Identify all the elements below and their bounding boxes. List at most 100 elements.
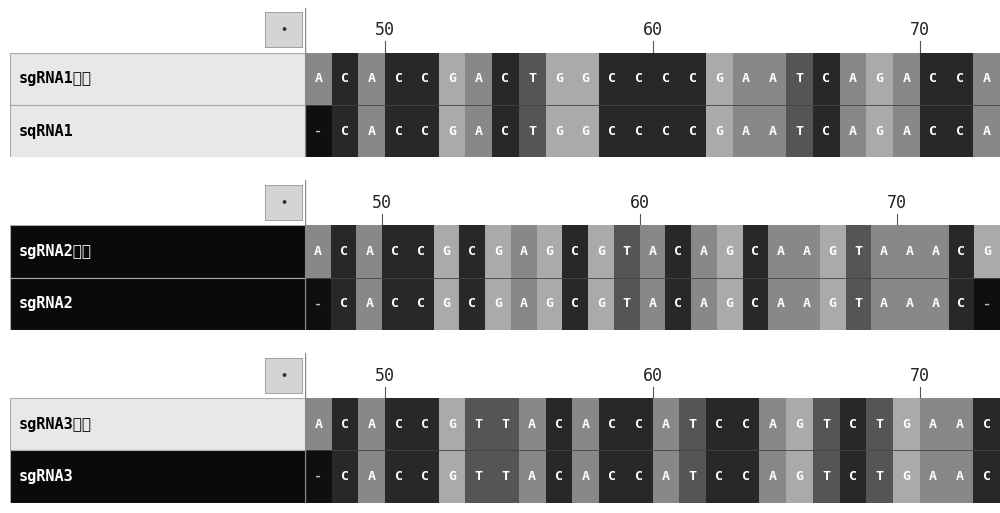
Text: C: C bbox=[635, 418, 643, 431]
Text: C: C bbox=[391, 298, 399, 310]
Bar bbox=[866, 450, 893, 503]
Bar bbox=[485, 225, 511, 278]
Bar bbox=[332, 398, 358, 450]
Text: C: C bbox=[608, 418, 616, 431]
Bar bbox=[412, 105, 439, 157]
Text: C: C bbox=[571, 298, 579, 310]
Bar bbox=[866, 398, 893, 450]
Text: C: C bbox=[751, 298, 759, 310]
Text: T: T bbox=[689, 418, 697, 431]
Text: A: A bbox=[528, 470, 536, 483]
Text: A: A bbox=[700, 298, 708, 310]
Bar bbox=[537, 278, 562, 330]
Text: G: G bbox=[902, 418, 910, 431]
Bar bbox=[511, 225, 537, 278]
Text: A: A bbox=[769, 418, 777, 431]
Bar bbox=[10, 278, 305, 330]
Text: A: A bbox=[880, 245, 888, 258]
Text: C: C bbox=[956, 125, 964, 137]
Bar bbox=[794, 225, 820, 278]
Bar bbox=[866, 53, 893, 105]
Bar bbox=[920, 450, 947, 503]
Bar bbox=[743, 278, 768, 330]
Text: C: C bbox=[674, 245, 682, 258]
Bar bbox=[733, 105, 759, 157]
Bar bbox=[412, 450, 439, 503]
Bar bbox=[949, 225, 974, 278]
Bar bbox=[759, 450, 786, 503]
Text: A: A bbox=[700, 245, 708, 258]
Bar bbox=[305, 398, 332, 450]
Bar bbox=[974, 225, 1000, 278]
Text: C: C bbox=[957, 245, 965, 258]
Bar bbox=[10, 398, 305, 450]
Text: C: C bbox=[715, 418, 723, 431]
Bar bbox=[893, 53, 920, 105]
Bar bbox=[626, 53, 653, 105]
Bar bbox=[599, 105, 626, 157]
Bar bbox=[412, 398, 439, 450]
Text: C: C bbox=[608, 125, 616, 137]
Text: sqRNA1: sqRNA1 bbox=[19, 124, 74, 139]
Text: C: C bbox=[501, 125, 509, 137]
Text: T: T bbox=[501, 470, 509, 483]
Text: C: C bbox=[983, 470, 991, 483]
Bar bbox=[706, 105, 733, 157]
Bar bbox=[332, 53, 358, 105]
Bar bbox=[897, 278, 923, 330]
Text: G: G bbox=[546, 298, 554, 310]
Text: A: A bbox=[902, 125, 910, 137]
Text: A: A bbox=[906, 298, 914, 310]
Text: C: C bbox=[662, 125, 670, 137]
Text: T: T bbox=[689, 470, 697, 483]
Text: C: C bbox=[849, 470, 857, 483]
Text: A: A bbox=[906, 245, 914, 258]
Bar bbox=[382, 278, 408, 330]
Bar bbox=[947, 450, 973, 503]
Text: G: G bbox=[443, 298, 451, 310]
Bar bbox=[356, 278, 382, 330]
Text: C: C bbox=[341, 418, 349, 431]
Bar bbox=[920, 105, 947, 157]
Text: C: C bbox=[715, 470, 723, 483]
Bar bbox=[786, 398, 813, 450]
Text: G: G bbox=[796, 418, 804, 431]
Text: A: A bbox=[777, 245, 785, 258]
Text: A: A bbox=[803, 245, 811, 258]
Text: sgRNA2: sgRNA2 bbox=[19, 297, 74, 311]
Text: A: A bbox=[880, 298, 888, 310]
Bar bbox=[974, 278, 1000, 330]
Bar bbox=[846, 225, 871, 278]
Text: A: A bbox=[648, 298, 656, 310]
Text: C: C bbox=[635, 125, 643, 137]
Bar bbox=[717, 278, 743, 330]
Text: C: C bbox=[555, 470, 563, 483]
Bar bbox=[10, 53, 305, 105]
Bar bbox=[465, 398, 492, 450]
Bar bbox=[459, 278, 485, 330]
Text: C: C bbox=[340, 298, 348, 310]
Text: A: A bbox=[769, 72, 777, 85]
Text: •: • bbox=[280, 25, 288, 35]
Text: C: C bbox=[421, 72, 429, 85]
Bar bbox=[947, 398, 973, 450]
Bar bbox=[358, 398, 385, 450]
Text: A: A bbox=[769, 470, 777, 483]
Bar bbox=[759, 398, 786, 450]
Bar bbox=[733, 450, 759, 503]
Text: A: A bbox=[368, 470, 376, 483]
Bar bbox=[305, 278, 331, 330]
Text: A: A bbox=[742, 72, 750, 85]
Bar bbox=[492, 450, 519, 503]
Text: C: C bbox=[468, 245, 476, 258]
Bar bbox=[652, 53, 679, 105]
Text: G: G bbox=[597, 245, 605, 258]
Text: C: C bbox=[421, 470, 429, 483]
Text: C: C bbox=[635, 72, 643, 85]
Text: C: C bbox=[395, 125, 403, 137]
Text: sgRNA2载体: sgRNA2载体 bbox=[19, 244, 92, 259]
Bar bbox=[572, 398, 599, 450]
Text: C: C bbox=[742, 470, 750, 483]
Bar bbox=[640, 225, 665, 278]
Bar bbox=[813, 105, 840, 157]
